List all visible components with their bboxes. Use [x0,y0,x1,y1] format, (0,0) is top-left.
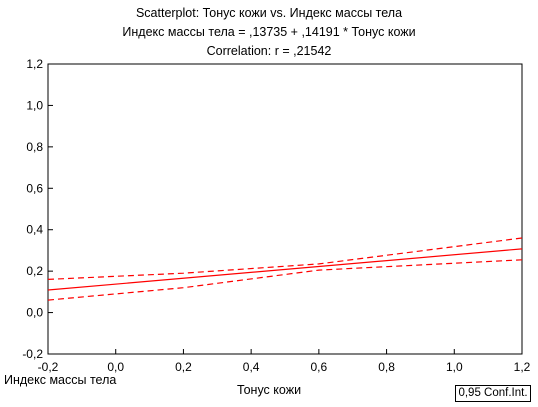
x-tick-label: -0,2 [38,360,59,374]
y-tick-label: 0,2 [26,264,43,278]
y-axis-label: Индекс массы тела [4,373,117,387]
x-tick-label: 0,8 [378,360,395,374]
x-tick-label: 0,0 [107,360,124,374]
x-tick-label: 0,4 [243,360,260,374]
y-tick-label: 0,8 [26,140,43,154]
y-tick-label: 0,4 [26,223,43,237]
x-tick-label: 1,0 [446,360,463,374]
conf-band-lower [47,259,523,301]
y-tick-label: -0,2 [22,347,43,361]
y-tick-label: 0,6 [26,181,43,195]
x-tick-label: 1,2 [514,360,531,374]
chart-titles: Scatterplot: Тонус кожи vs. Индекс массы… [0,4,538,61]
y-tick-label: 1,0 [26,98,43,112]
chart-title: Scatterplot: Тонус кожи vs. Индекс массы… [135,6,403,20]
plot-area [47,63,523,355]
x-axis-label: Тонус кожи [236,383,302,397]
x-tick-label: 0,6 [311,360,328,374]
regression-line [47,248,523,291]
axis-ticks: -0,2 0,0 0,2 0,4 0,6 0,8 1,0 1,2 -0,2 0,0 0,2 0,4 0,… [22,57,530,374]
x-tick-label: 0,2 [175,360,192,374]
legend-conf-int: 0,95 Conf.Int. [455,385,531,402]
conf-band-upper [47,237,523,280]
regression-equation: Индекс массы тела = ,13735 + ,14191 * То… [122,25,416,39]
chart-marks [47,237,523,301]
correlation-text: Correlation: r = ,21542 [206,44,332,58]
y-tick-label: 1,2 [26,57,43,71]
y-tick-label: 0,0 [26,306,43,320]
